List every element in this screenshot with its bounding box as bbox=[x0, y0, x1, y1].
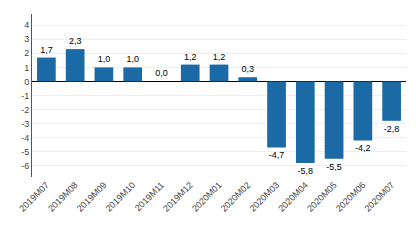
svg-text:2019M11: 2019M11 bbox=[133, 180, 166, 213]
svg-text:1,2: 1,2 bbox=[213, 52, 226, 62]
svg-text:-5,8: -5,8 bbox=[298, 166, 314, 176]
svg-text:2020M02: 2020M02 bbox=[219, 180, 253, 214]
svg-text:0: 0 bbox=[24, 77, 29, 87]
svg-text:-2,8: -2,8 bbox=[384, 124, 400, 134]
svg-text:-2: -2 bbox=[21, 105, 29, 115]
svg-text:2019M10: 2019M10 bbox=[104, 180, 138, 214]
svg-text:3: 3 bbox=[24, 34, 29, 44]
svg-text:1: 1 bbox=[24, 63, 29, 73]
svg-text:2,3: 2,3 bbox=[69, 36, 82, 46]
svg-text:1,2: 1,2 bbox=[184, 52, 197, 62]
svg-text:1,7: 1,7 bbox=[40, 45, 53, 55]
svg-text:2020M05: 2020M05 bbox=[305, 180, 339, 214]
svg-text:4: 4 bbox=[24, 20, 29, 30]
svg-text:2020M03: 2020M03 bbox=[248, 180, 282, 214]
svg-text:-5: -5 bbox=[21, 147, 29, 157]
svg-text:2019M08: 2019M08 bbox=[46, 180, 80, 214]
svg-text:2019M07: 2019M07 bbox=[17, 180, 51, 214]
svg-text:-4,7: -4,7 bbox=[269, 150, 285, 160]
svg-text:-6: -6 bbox=[21, 161, 29, 171]
svg-text:1,0: 1,0 bbox=[126, 54, 139, 64]
svg-text:2020M01: 2020M01 bbox=[190, 180, 224, 214]
svg-text:2020M04: 2020M04 bbox=[276, 180, 310, 214]
svg-text:2019M09: 2019M09 bbox=[75, 180, 109, 214]
svg-text:0,3: 0,3 bbox=[242, 64, 255, 74]
svg-text:2020M06: 2020M06 bbox=[334, 180, 368, 214]
svg-text:2019M12: 2019M12 bbox=[161, 180, 195, 214]
svg-text:1,0: 1,0 bbox=[98, 54, 111, 64]
svg-text:0,0: 0,0 bbox=[155, 68, 168, 78]
svg-text:2020M07: 2020M07 bbox=[363, 180, 397, 214]
svg-text:-3: -3 bbox=[21, 119, 29, 129]
svg-text:-1: -1 bbox=[21, 91, 29, 101]
svg-text:-5,5: -5,5 bbox=[326, 162, 342, 172]
svg-text:2: 2 bbox=[24, 48, 29, 58]
svg-text:-4,2: -4,2 bbox=[355, 143, 371, 153]
svg-text:-4: -4 bbox=[21, 133, 29, 143]
